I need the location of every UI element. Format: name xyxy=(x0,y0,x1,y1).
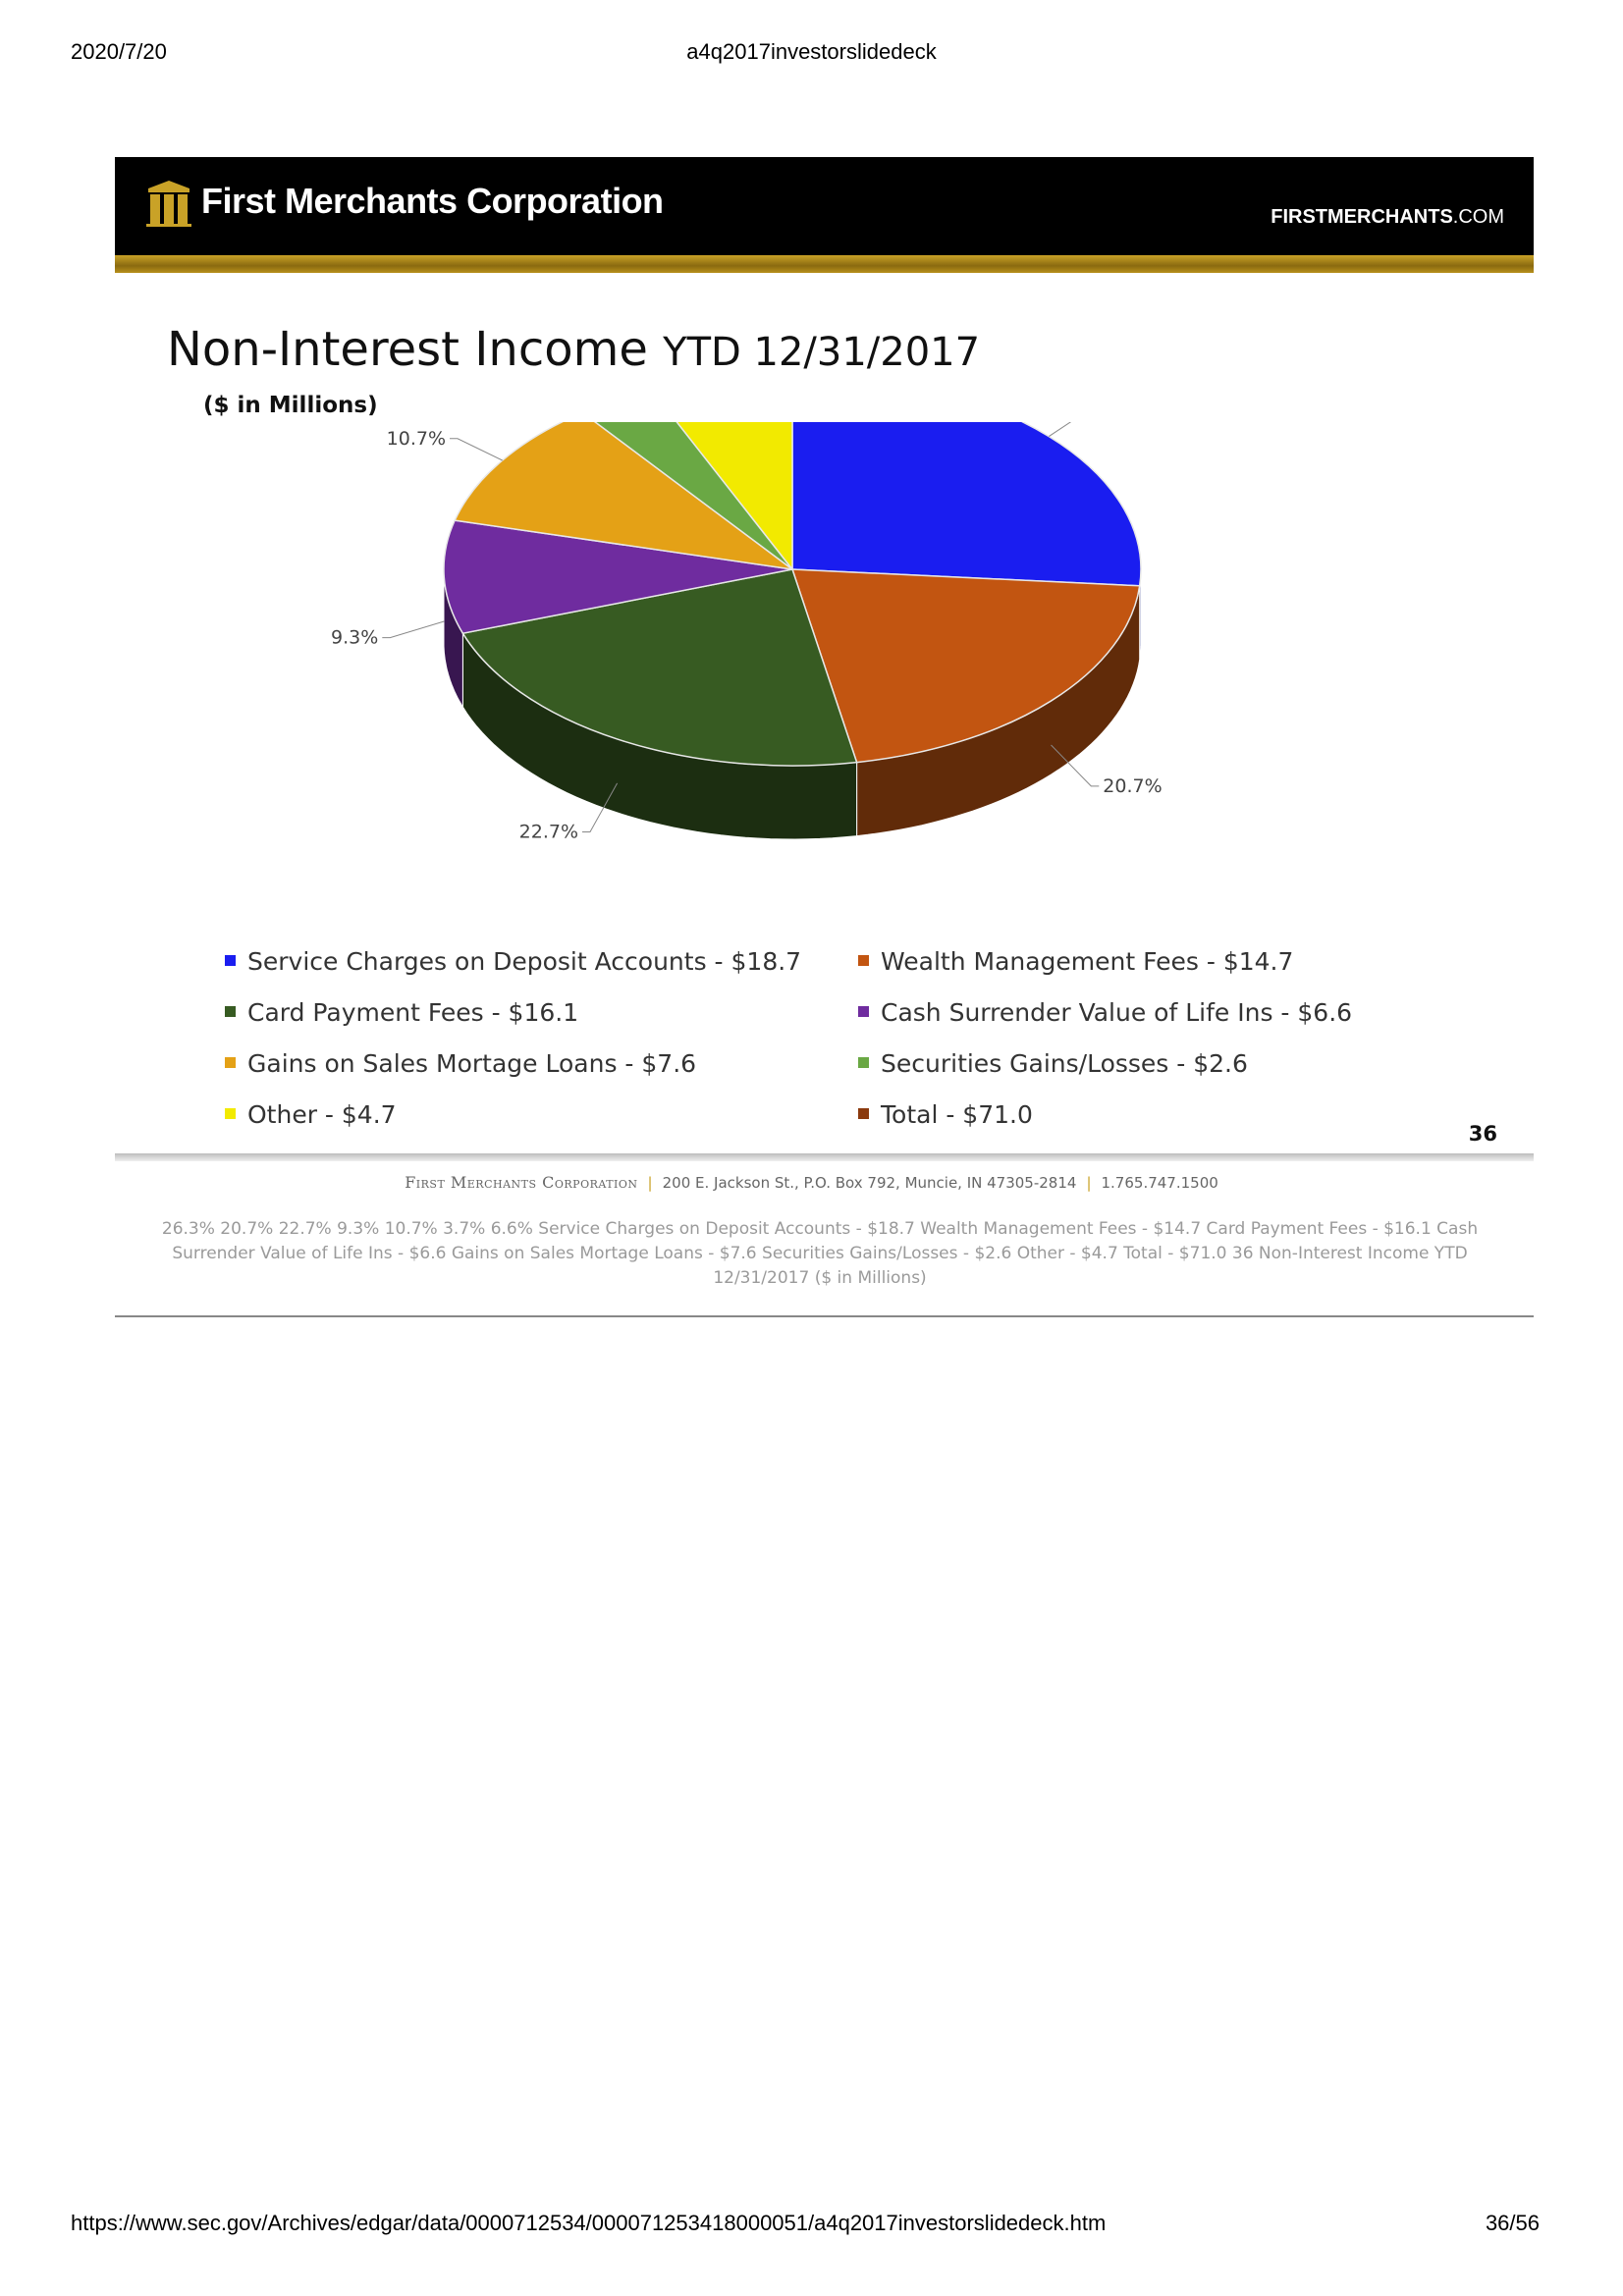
pie-chart: 26.3%20.7%22.7%9.3%10.7%3.7%6.6% xyxy=(331,422,1163,843)
slide-footer: First Merchants Corporation | 200 E. Jacks… xyxy=(0,1173,1623,1192)
legend-item: Card Payment Fees - $16.1 xyxy=(225,998,578,1027)
pie-pct-label: 9.3% xyxy=(331,627,378,649)
pie-slice xyxy=(443,519,793,635)
building-logo-icon xyxy=(146,181,191,227)
legend-label: Service Charges on Deposit Accounts - $1… xyxy=(247,947,802,976)
slide-title: Non-Interest Income YTD 12/31/2017 xyxy=(167,322,980,377)
slide-title-ytd: YTD 12/31/2017 xyxy=(663,330,981,375)
legend-item: Gains on Sales Mortage Loans - $7.6 xyxy=(225,1049,696,1078)
slide-number: 36 xyxy=(1468,1122,1497,1146)
slide-bottom-rule xyxy=(115,1153,1534,1161)
slide-banner: First Merchants Corporation FIRSTMERCHAN… xyxy=(115,157,1534,255)
page-rule xyxy=(115,1315,1534,1317)
legend-item: Wealth Management Fees - $14.7 xyxy=(858,947,1293,976)
slide-subtitle: ($ in Millions) xyxy=(203,393,378,418)
legend-swatch xyxy=(225,1005,236,1017)
legend-swatch xyxy=(858,1107,869,1119)
legend-label: Securities Gains/Losses - $2.6 xyxy=(881,1049,1248,1078)
print-document-title: a4q2017investorslidedeck xyxy=(686,39,937,64)
site-url-main: FIRSTMERCHANTS xyxy=(1271,206,1453,228)
site-url: FIRSTMERCHANTS.COM xyxy=(1271,206,1504,229)
legend-label: Other - $4.7 xyxy=(247,1100,397,1129)
print-url: https://www.sec.gov/Archives/edgar/data/… xyxy=(71,2211,1107,2235)
legend-swatch xyxy=(858,1005,869,1017)
legend-swatch xyxy=(858,1056,869,1068)
site-url-suffix: .COM xyxy=(1452,206,1504,228)
pie-leader-line xyxy=(582,782,619,832)
pie-slice xyxy=(461,568,858,767)
print-date: 2020/7/20 xyxy=(71,39,167,64)
company-logo-text: First Merchants Corporation xyxy=(201,181,664,221)
pie-pct-label: 22.7% xyxy=(519,822,578,843)
pie-slice xyxy=(791,422,1142,587)
legend-label: Cash Surrender Value of Life Ins - $6.6 xyxy=(881,998,1353,1027)
legend-item: Other - $4.7 xyxy=(225,1100,397,1129)
legend-label: Wealth Management Fees - $14.7 xyxy=(881,947,1294,976)
legend-swatch xyxy=(225,1056,236,1068)
slide: First Merchants Corporation FIRSTMERCHAN… xyxy=(115,157,1534,1161)
legend-item: Service Charges on Deposit Accounts - $1… xyxy=(225,947,801,976)
footer-address: 200 E. Jackson St., P.O. Box 792, Muncie… xyxy=(662,1174,1077,1192)
pie-leader-line xyxy=(382,620,445,639)
legend-item: Total - $71.0 xyxy=(858,1100,1033,1129)
pie-slice xyxy=(676,422,793,572)
legend-swatch xyxy=(225,1107,236,1119)
pie-leader-line xyxy=(1051,744,1100,787)
legend-label: Gains on Sales Mortage Loans - $7.6 xyxy=(247,1049,697,1078)
footer-separator: | xyxy=(1086,1174,1092,1192)
print-page-number: 36/56 xyxy=(1485,2211,1540,2235)
slide-title-main: Non-Interest Income xyxy=(167,322,648,377)
footer-phone: 1.765.747.1500 xyxy=(1101,1174,1218,1192)
legend-label: Card Payment Fees - $16.1 xyxy=(247,998,579,1027)
banner-gold-bar xyxy=(115,255,1534,273)
footer-separator: | xyxy=(647,1174,653,1192)
pie-leader-line xyxy=(1049,422,1072,438)
slide-alt-text: 26.3% 20.7% 22.7% 9.3% 10.7% 3.7% 6.6% S… xyxy=(161,1219,1479,1288)
footer-corp-name: First Merchants Corporation xyxy=(405,1173,638,1192)
legend-item: Securities Gains/Losses - $2.6 xyxy=(858,1049,1248,1078)
pie-pct-label: 20.7% xyxy=(1103,775,1162,797)
legend-label: Total - $71.0 xyxy=(881,1100,1033,1129)
pie-leader-line xyxy=(450,438,503,461)
pie-pct-label: 10.7% xyxy=(387,428,446,450)
legend-item: Cash Surrender Value of Life Ins - $6.6 xyxy=(858,998,1352,1027)
legend-swatch xyxy=(858,954,869,966)
legend-swatch xyxy=(225,954,236,966)
pie-slice xyxy=(594,422,793,570)
pie-slice xyxy=(790,568,1141,764)
